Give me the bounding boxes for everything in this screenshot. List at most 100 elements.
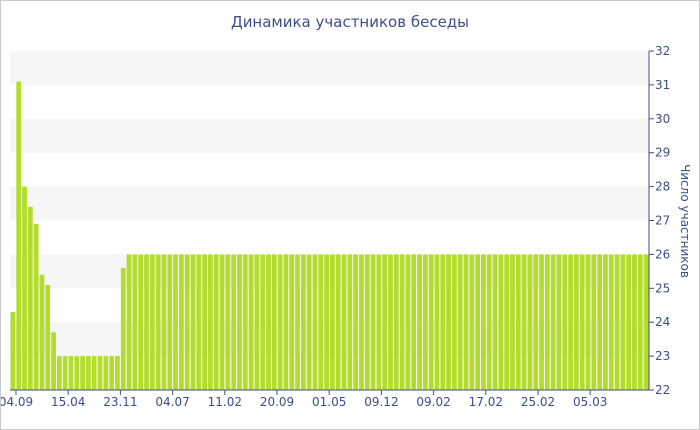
x-tick-label: 17.02 <box>469 395 503 409</box>
bar <box>411 254 417 390</box>
y-tick-label: 29 <box>655 146 670 160</box>
x-tick-label: 09.02 <box>416 395 450 409</box>
bar <box>138 254 144 390</box>
bar <box>481 254 486 390</box>
x-tick-label: 05.03 <box>573 395 607 409</box>
y-tick-label: 24 <box>655 315 670 329</box>
bar <box>579 254 585 390</box>
bar <box>573 254 579 390</box>
bar <box>399 254 405 390</box>
bar <box>359 254 364 390</box>
grid-band <box>10 51 649 85</box>
bar <box>643 254 649 390</box>
bar <box>149 254 155 390</box>
bar <box>86 356 91 390</box>
bar <box>271 254 277 390</box>
bar <box>62 356 68 390</box>
bar <box>544 254 550 390</box>
bar <box>510 254 515 390</box>
bar <box>184 254 190 390</box>
y-tick-label: 26 <box>655 247 670 261</box>
bar <box>109 356 115 390</box>
y-tick-label: 27 <box>655 214 670 228</box>
bar <box>161 254 167 390</box>
bar <box>568 254 573 390</box>
y-tick-label: 22 <box>655 383 670 397</box>
y-tick-label: 32 <box>655 44 670 58</box>
bar <box>68 356 74 390</box>
bar <box>440 254 446 390</box>
bar <box>219 254 225 390</box>
bar <box>39 274 45 390</box>
bar <box>178 254 184 390</box>
bar <box>434 254 440 390</box>
bar <box>515 254 521 390</box>
bar <box>550 254 556 390</box>
y-tick-label: 28 <box>655 180 670 194</box>
x-tick-label: 04.07 <box>155 395 189 409</box>
bar <box>213 254 219 390</box>
bar <box>376 254 382 390</box>
bar <box>626 254 632 390</box>
bar <box>242 254 248 390</box>
bar <box>341 254 347 390</box>
bar <box>45 284 51 390</box>
bar <box>231 254 237 390</box>
bar <box>126 254 132 390</box>
bar <box>324 254 329 390</box>
y-axis-label: Число участников <box>678 164 692 278</box>
bar <box>51 332 56 390</box>
bar <box>591 254 597 390</box>
bar <box>486 254 492 390</box>
bar <box>353 254 359 390</box>
bar <box>504 254 510 390</box>
bar <box>266 254 271 390</box>
bar <box>225 254 231 390</box>
bar <box>190 254 196 390</box>
bar <box>422 254 428 390</box>
bar <box>562 254 568 390</box>
chart-title: Динамика участников беседы <box>230 13 470 31</box>
grid-band <box>10 118 649 153</box>
x-tick-label: 20.09 <box>260 395 294 409</box>
bar <box>300 254 306 390</box>
bar <box>492 254 498 390</box>
y-tick-label: 23 <box>655 349 670 363</box>
bar <box>364 254 370 390</box>
bar <box>533 254 539 390</box>
bar <box>632 254 637 390</box>
bar <box>614 254 620 390</box>
bar <box>254 254 260 390</box>
bar <box>144 254 149 390</box>
bar <box>248 254 254 390</box>
bar <box>115 356 120 390</box>
bar <box>132 254 138 390</box>
bar <box>585 254 591 390</box>
bar <box>498 254 504 390</box>
bar <box>22 186 27 390</box>
bar <box>388 254 393 390</box>
bar <box>451 254 457 390</box>
bar <box>97 356 103 390</box>
bar <box>620 254 626 390</box>
bar <box>173 254 178 390</box>
bar <box>120 267 126 390</box>
bar <box>167 254 173 390</box>
bar <box>80 356 86 390</box>
bar <box>608 254 614 390</box>
bar <box>521 254 527 390</box>
bar <box>335 254 341 390</box>
bar <box>330 254 335 390</box>
y-tick-label: 25 <box>655 281 670 295</box>
x-tick-label: 01.05 <box>312 395 346 409</box>
x-tick-label: 04.09 <box>1 395 33 409</box>
bar <box>33 223 39 390</box>
bar <box>417 254 422 390</box>
bar <box>370 254 376 390</box>
bar <box>428 254 434 390</box>
bar <box>260 254 266 390</box>
bar <box>539 254 544 390</box>
y-tick-label: 30 <box>655 112 670 126</box>
